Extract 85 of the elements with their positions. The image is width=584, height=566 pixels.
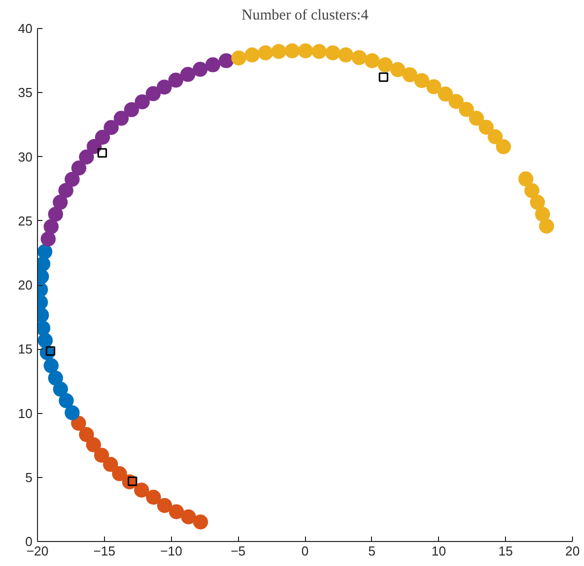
point	[530, 194, 545, 210]
point	[124, 102, 140, 118]
x-tick-label: 0	[301, 544, 309, 558]
point	[48, 370, 64, 386]
point	[539, 218, 554, 234]
y-tick-label: 35	[18, 85, 33, 100]
point	[180, 66, 196, 82]
y-tick-label: 10	[18, 406, 33, 421]
point	[114, 110, 129, 126]
point	[488, 129, 503, 144]
point	[146, 86, 161, 102]
point	[496, 139, 511, 154]
x-tick-label: 10	[432, 544, 446, 558]
x-tick-label: 20	[565, 544, 580, 558]
point	[524, 183, 540, 198]
point	[231, 50, 246, 66]
point	[104, 120, 119, 135]
point	[112, 466, 127, 482]
point	[58, 393, 74, 408]
point	[146, 490, 161, 505]
x-tick-label: 15	[498, 544, 513, 558]
y-tick-label: 15	[18, 342, 33, 357]
y-tick-label: 25	[18, 213, 33, 228]
x-tick-label: −5	[230, 544, 246, 558]
point	[390, 62, 406, 78]
y-tick-label: 20	[18, 278, 33, 292]
x-tick-label: −10	[160, 544, 182, 558]
point	[468, 110, 484, 126]
point	[86, 437, 102, 452]
y-tick-label: 5	[25, 470, 33, 485]
point	[134, 94, 150, 110]
x-tick-label: 5	[368, 544, 376, 558]
point	[78, 427, 94, 442]
point	[157, 498, 172, 513]
point	[518, 171, 534, 186]
point	[402, 67, 418, 82]
point	[44, 219, 59, 234]
point	[414, 73, 430, 88]
point	[103, 456, 118, 472]
point	[438, 86, 453, 102]
y-tick-label: 30	[18, 149, 33, 164]
point	[44, 358, 59, 374]
point	[64, 172, 80, 187]
point	[97, 148, 107, 158]
point	[95, 130, 110, 145]
point	[38, 332, 53, 348]
point	[426, 79, 442, 94]
point	[378, 57, 393, 72]
point	[53, 382, 68, 397]
point	[325, 45, 340, 60]
point	[458, 102, 474, 117]
point	[535, 206, 550, 222]
y-tick-label: 0	[25, 534, 33, 549]
point	[284, 43, 300, 58]
point	[205, 57, 220, 72]
point	[64, 405, 80, 420]
point	[352, 50, 367, 66]
point	[312, 44, 327, 59]
point	[71, 160, 86, 176]
point	[448, 94, 464, 109]
point	[364, 53, 380, 68]
point	[181, 509, 196, 524]
point	[192, 62, 208, 77]
point	[134, 482, 150, 498]
point	[168, 504, 184, 520]
point	[40, 231, 56, 246]
x-tick-label: −15	[93, 544, 116, 558]
point	[338, 47, 354, 62]
point	[58, 182, 74, 198]
chart-title: Number of clusters:4	[242, 8, 369, 24]
point	[298, 43, 314, 58]
y-tick-label: 40	[18, 21, 33, 36]
point	[156, 80, 172, 95]
point	[52, 194, 68, 210]
point	[478, 120, 494, 135]
point	[244, 47, 260, 62]
point	[271, 44, 286, 59]
point	[78, 150, 94, 164]
point	[48, 206, 64, 222]
point	[94, 448, 110, 463]
point	[168, 72, 184, 88]
point	[218, 53, 234, 68]
point	[378, 72, 388, 82]
point	[258, 45, 274, 60]
point	[193, 514, 208, 530]
